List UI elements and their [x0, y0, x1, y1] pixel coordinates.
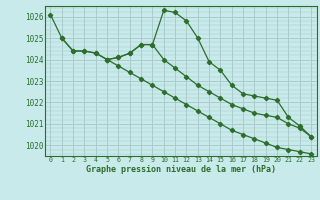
- X-axis label: Graphe pression niveau de la mer (hPa): Graphe pression niveau de la mer (hPa): [86, 165, 276, 174]
